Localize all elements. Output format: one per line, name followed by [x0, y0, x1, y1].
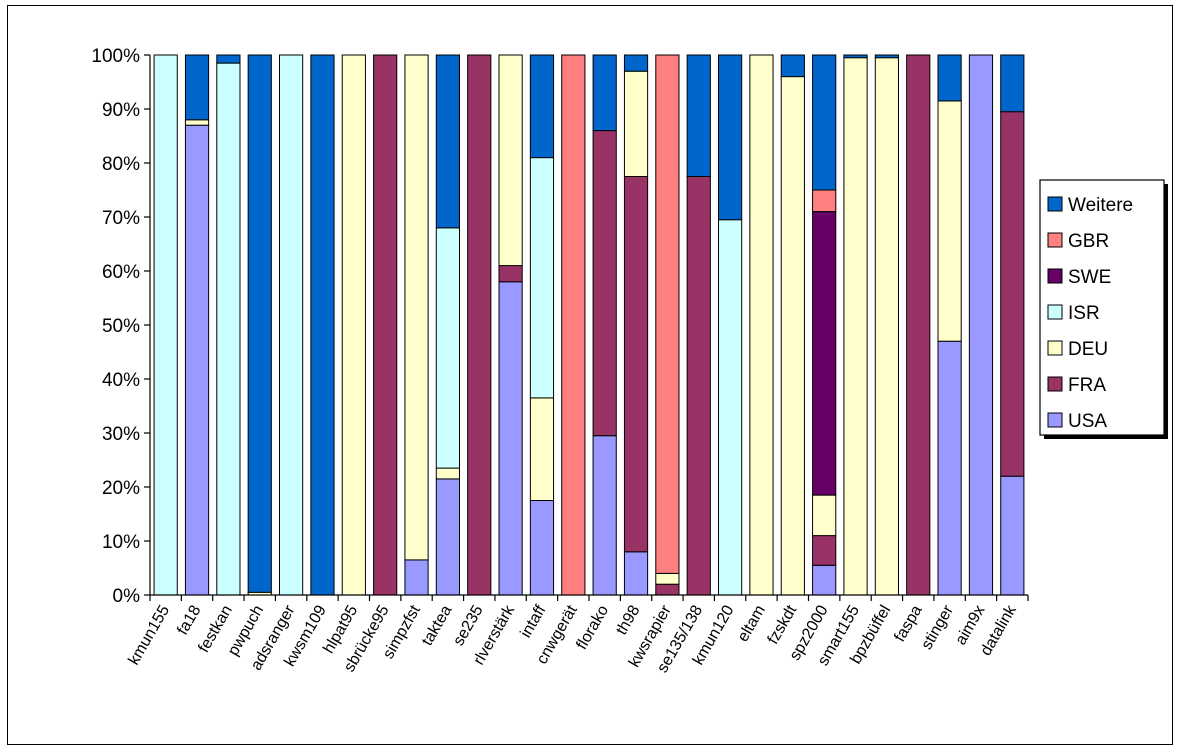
bar-segment-deu-8 [404, 54, 429, 561]
bar-segment-fra-27 [1000, 111, 1025, 477]
bar-segment-usa-26 [968, 54, 994, 596]
bar-segment-isr-4 [279, 54, 304, 596]
y-tick-label: 80% [102, 154, 140, 175]
y-tick-label: 10% [102, 532, 140, 553]
bar-segment-deu-11 [498, 54, 523, 267]
bar-segment-usa-27 [1000, 475, 1025, 596]
bar-segment-deu-25 [937, 100, 962, 342]
legend-swatch-gbr [1047, 232, 1063, 248]
bar-segment-gbr-16 [655, 54, 680, 574]
bar-segment-usa-12 [529, 500, 555, 596]
bar-segment-usa-25 [937, 340, 962, 596]
bar-segment-fra-16 [655, 583, 680, 596]
bar-segment-weitere-14 [592, 54, 617, 132]
bar-segment-deu-9 [435, 467, 460, 480]
legend-swatch-swe [1047, 268, 1063, 284]
bar-segment-weitere-27 [1000, 54, 1025, 113]
legend-label-gbr: GBR [1068, 231, 1109, 252]
bar-segment-weitere-22 [843, 54, 868, 59]
bar-segment-deu-6 [341, 54, 366, 596]
bar-segment-fra-24 [906, 54, 931, 596]
bar-segment-usa-8 [404, 559, 429, 596]
bar-segment-fra-14 [592, 130, 617, 437]
x-tick-label: florako [573, 602, 612, 652]
bar-segment-isr-18 [718, 219, 743, 596]
x-tick-label: fa18 [174, 602, 204, 638]
bar-segment-fra-11 [498, 265, 523, 283]
bar-segment-weitere-1 [184, 54, 210, 121]
plot-area [153, 54, 1025, 596]
bar-segment-weitere-17 [686, 54, 711, 177]
bar-segment-isr-9 [435, 227, 460, 469]
bar-segment-usa-14 [592, 435, 617, 596]
bar-segment-deu-16 [655, 572, 680, 585]
legend-swatch-isr [1047, 304, 1063, 320]
bar-segment-deu-1 [184, 119, 210, 126]
bar-segment-fra-21 [812, 535, 837, 566]
bar-segment-fra-7 [373, 54, 398, 596]
legend-label-deu: DEU [1068, 339, 1108, 360]
x-axis: kmun155 fa18festkanpwpuchadsrangerkwsm109… [126, 594, 1029, 676]
legend-swatch-weitere [1047, 196, 1063, 212]
x-tick-label: stinger [918, 602, 957, 653]
bar-segment-usa-11 [498, 281, 523, 596]
bar-segment-weitere-23 [874, 54, 899, 59]
bar-segment-gbr-13 [561, 54, 586, 596]
bar-segment-weitere-9 [435, 54, 460, 229]
bar-segment-weitere-18 [718, 54, 743, 221]
legend-swatch-usa [1047, 412, 1063, 428]
bar-segment-weitere-21 [812, 54, 837, 191]
bar-segment-deu-15 [623, 70, 649, 177]
y-axis: 0% 10% 20% 30% 40% 50% 60% 70% 80% 90% 100% [91, 46, 151, 607]
y-tick-label: 50% [102, 316, 140, 337]
bar-segment-swe-21 [812, 211, 837, 496]
bar-segment-isr-12 [529, 157, 555, 399]
legend-label-swe: SWE [1068, 267, 1111, 288]
y-tick-label: 20% [102, 478, 140, 499]
bar-segment-weitere-2 [216, 54, 241, 64]
legend-label-weitere: Weitere [1068, 195, 1133, 216]
y-tick-label: 60% [102, 262, 140, 283]
bar-segment-usa-15 [623, 551, 649, 596]
bar-segment-weitere-5 [310, 54, 335, 596]
y-tick-label: 30% [102, 424, 140, 445]
bar-segment-deu-22 [843, 57, 868, 596]
x-tick-label: th98 [613, 602, 643, 638]
bar-segment-weitere-25 [937, 54, 962, 102]
y-tick-label: 40% [102, 370, 140, 391]
legend-label-usa: USA [1068, 411, 1107, 432]
bar-segment-gbr-21 [812, 189, 837, 213]
bar-segment-usa-21 [812, 564, 837, 596]
bar-segment-usa-9 [435, 478, 460, 596]
bar-segment-deu-23 [874, 57, 899, 596]
legend-label-isr: ISR [1068, 303, 1100, 324]
y-tick-label: 0% [113, 586, 141, 607]
bar-segment-deu-20 [780, 76, 805, 596]
bar-segment-weitere-12 [529, 54, 555, 159]
y-tick-label: 70% [102, 208, 140, 229]
bar-segment-weitere-20 [780, 54, 805, 78]
bar-segment-fra-15 [623, 176, 649, 553]
bar-segment-deu-21 [812, 494, 837, 537]
x-tick-label: taktea [419, 602, 456, 648]
y-tick-label: 90% [102, 100, 140, 121]
bar-segment-weitere-3 [247, 54, 272, 593]
legend-swatch-fra [1047, 376, 1063, 392]
bar-segment-deu-12 [529, 397, 555, 501]
y-tick-label: 100% [91, 46, 140, 67]
x-tick-label: intaff [518, 602, 550, 641]
bar-segment-isr-0 [153, 54, 178, 596]
bar-segment-weitere-15 [623, 54, 649, 72]
bar-segment-isr-2 [216, 62, 241, 596]
bar-segment-deu-19 [749, 54, 774, 596]
legend: Weitere GBR SWE ISR DEU FRA USA [1039, 179, 1168, 439]
legend-label-fra: FRA [1068, 375, 1106, 396]
x-tick-label: kmun155 [126, 602, 174, 668]
bar-segment-fra-10 [467, 54, 492, 596]
legend-swatch-deu [1047, 340, 1063, 356]
bar-segment-fra-17 [686, 176, 711, 596]
bar-segment-usa-1 [184, 124, 210, 596]
